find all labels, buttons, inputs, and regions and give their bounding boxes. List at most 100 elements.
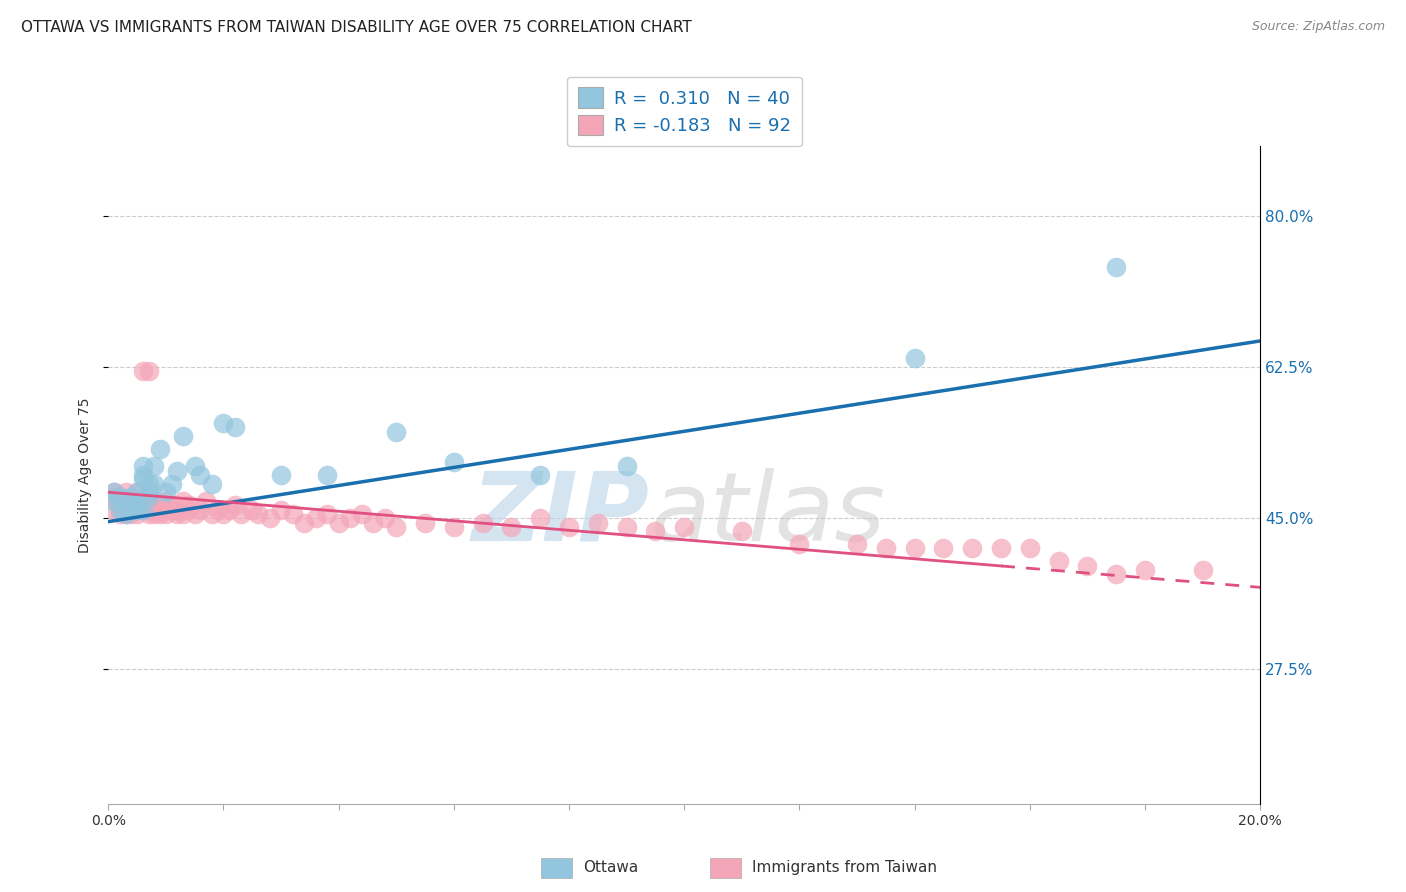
Point	[904, 541, 927, 556]
Point	[114, 498, 136, 512]
Point	[443, 520, 465, 534]
Point	[183, 507, 205, 521]
Point	[132, 459, 155, 474]
Point	[132, 498, 155, 512]
Point	[132, 494, 155, 508]
Point	[1105, 260, 1128, 275]
Point	[207, 502, 229, 516]
Point	[125, 498, 148, 512]
Point	[108, 498, 131, 512]
Point	[644, 524, 666, 538]
Point	[155, 502, 177, 516]
Point	[160, 502, 183, 516]
Point	[125, 494, 148, 508]
Point	[125, 502, 148, 516]
Point	[103, 502, 125, 516]
Point	[195, 494, 218, 508]
Point	[673, 520, 696, 534]
Text: atlas: atlas	[650, 468, 884, 561]
Point	[229, 507, 252, 521]
Point	[108, 502, 131, 516]
Point	[166, 507, 188, 521]
Point	[120, 507, 142, 521]
Point	[990, 541, 1012, 556]
Point	[132, 364, 155, 378]
Point	[132, 472, 155, 486]
Point	[108, 490, 131, 504]
Point	[270, 467, 292, 482]
Point	[558, 520, 581, 534]
Point	[103, 490, 125, 504]
Point	[143, 502, 166, 516]
Y-axis label: Disability Age Over 75: Disability Age Over 75	[79, 397, 93, 553]
Point	[1076, 558, 1098, 573]
Point	[247, 507, 270, 521]
Point	[125, 485, 148, 500]
Point	[616, 520, 638, 534]
Point	[149, 442, 172, 456]
Legend: R =  0.310   N = 40, R = -0.183   N = 92: R = 0.310 N = 40, R = -0.183 N = 92	[567, 77, 801, 146]
Point	[316, 467, 339, 482]
Point	[385, 425, 408, 439]
Point	[138, 476, 160, 491]
Point	[385, 520, 408, 534]
Point	[471, 516, 494, 530]
Point	[339, 511, 361, 525]
Point	[962, 541, 984, 556]
Point	[183, 459, 205, 474]
Point	[374, 511, 396, 525]
Point	[138, 507, 160, 521]
Point	[304, 511, 326, 525]
Point	[166, 464, 188, 478]
Point	[149, 507, 172, 521]
Point	[281, 507, 304, 521]
Point	[328, 516, 350, 530]
Point	[138, 364, 160, 378]
Point	[1105, 567, 1128, 582]
Point	[316, 507, 339, 521]
Point	[172, 507, 194, 521]
Point	[125, 485, 148, 500]
Point	[177, 502, 200, 516]
Point	[149, 498, 172, 512]
Point	[114, 507, 136, 521]
Point	[501, 520, 523, 534]
Point	[166, 502, 188, 516]
Point	[155, 485, 177, 500]
Point	[120, 502, 142, 516]
Point	[143, 476, 166, 491]
Point	[143, 494, 166, 508]
Point	[120, 494, 142, 508]
Point	[212, 416, 235, 430]
Point	[114, 507, 136, 521]
Point	[270, 502, 292, 516]
Point	[875, 541, 897, 556]
Point	[212, 507, 235, 521]
Point	[932, 541, 955, 556]
Point	[1191, 563, 1213, 577]
Point	[114, 502, 136, 516]
Point	[103, 485, 125, 500]
Text: ZIP: ZIP	[472, 468, 650, 561]
Point	[155, 507, 177, 521]
Point	[143, 459, 166, 474]
Point	[529, 511, 551, 525]
Point	[114, 494, 136, 508]
Point	[103, 485, 125, 500]
Point	[1019, 541, 1042, 556]
Point	[114, 494, 136, 508]
Point	[132, 502, 155, 516]
Text: Source: ZipAtlas.com: Source: ZipAtlas.com	[1251, 20, 1385, 33]
Point	[1133, 563, 1156, 577]
Point	[114, 485, 136, 500]
Point	[201, 507, 224, 521]
Point	[120, 498, 142, 512]
Point	[114, 498, 136, 512]
Point	[218, 502, 240, 516]
Point	[172, 494, 194, 508]
Point	[350, 507, 373, 521]
Point	[731, 524, 754, 538]
Point	[172, 429, 194, 443]
Point	[586, 516, 609, 530]
Point	[292, 516, 315, 530]
